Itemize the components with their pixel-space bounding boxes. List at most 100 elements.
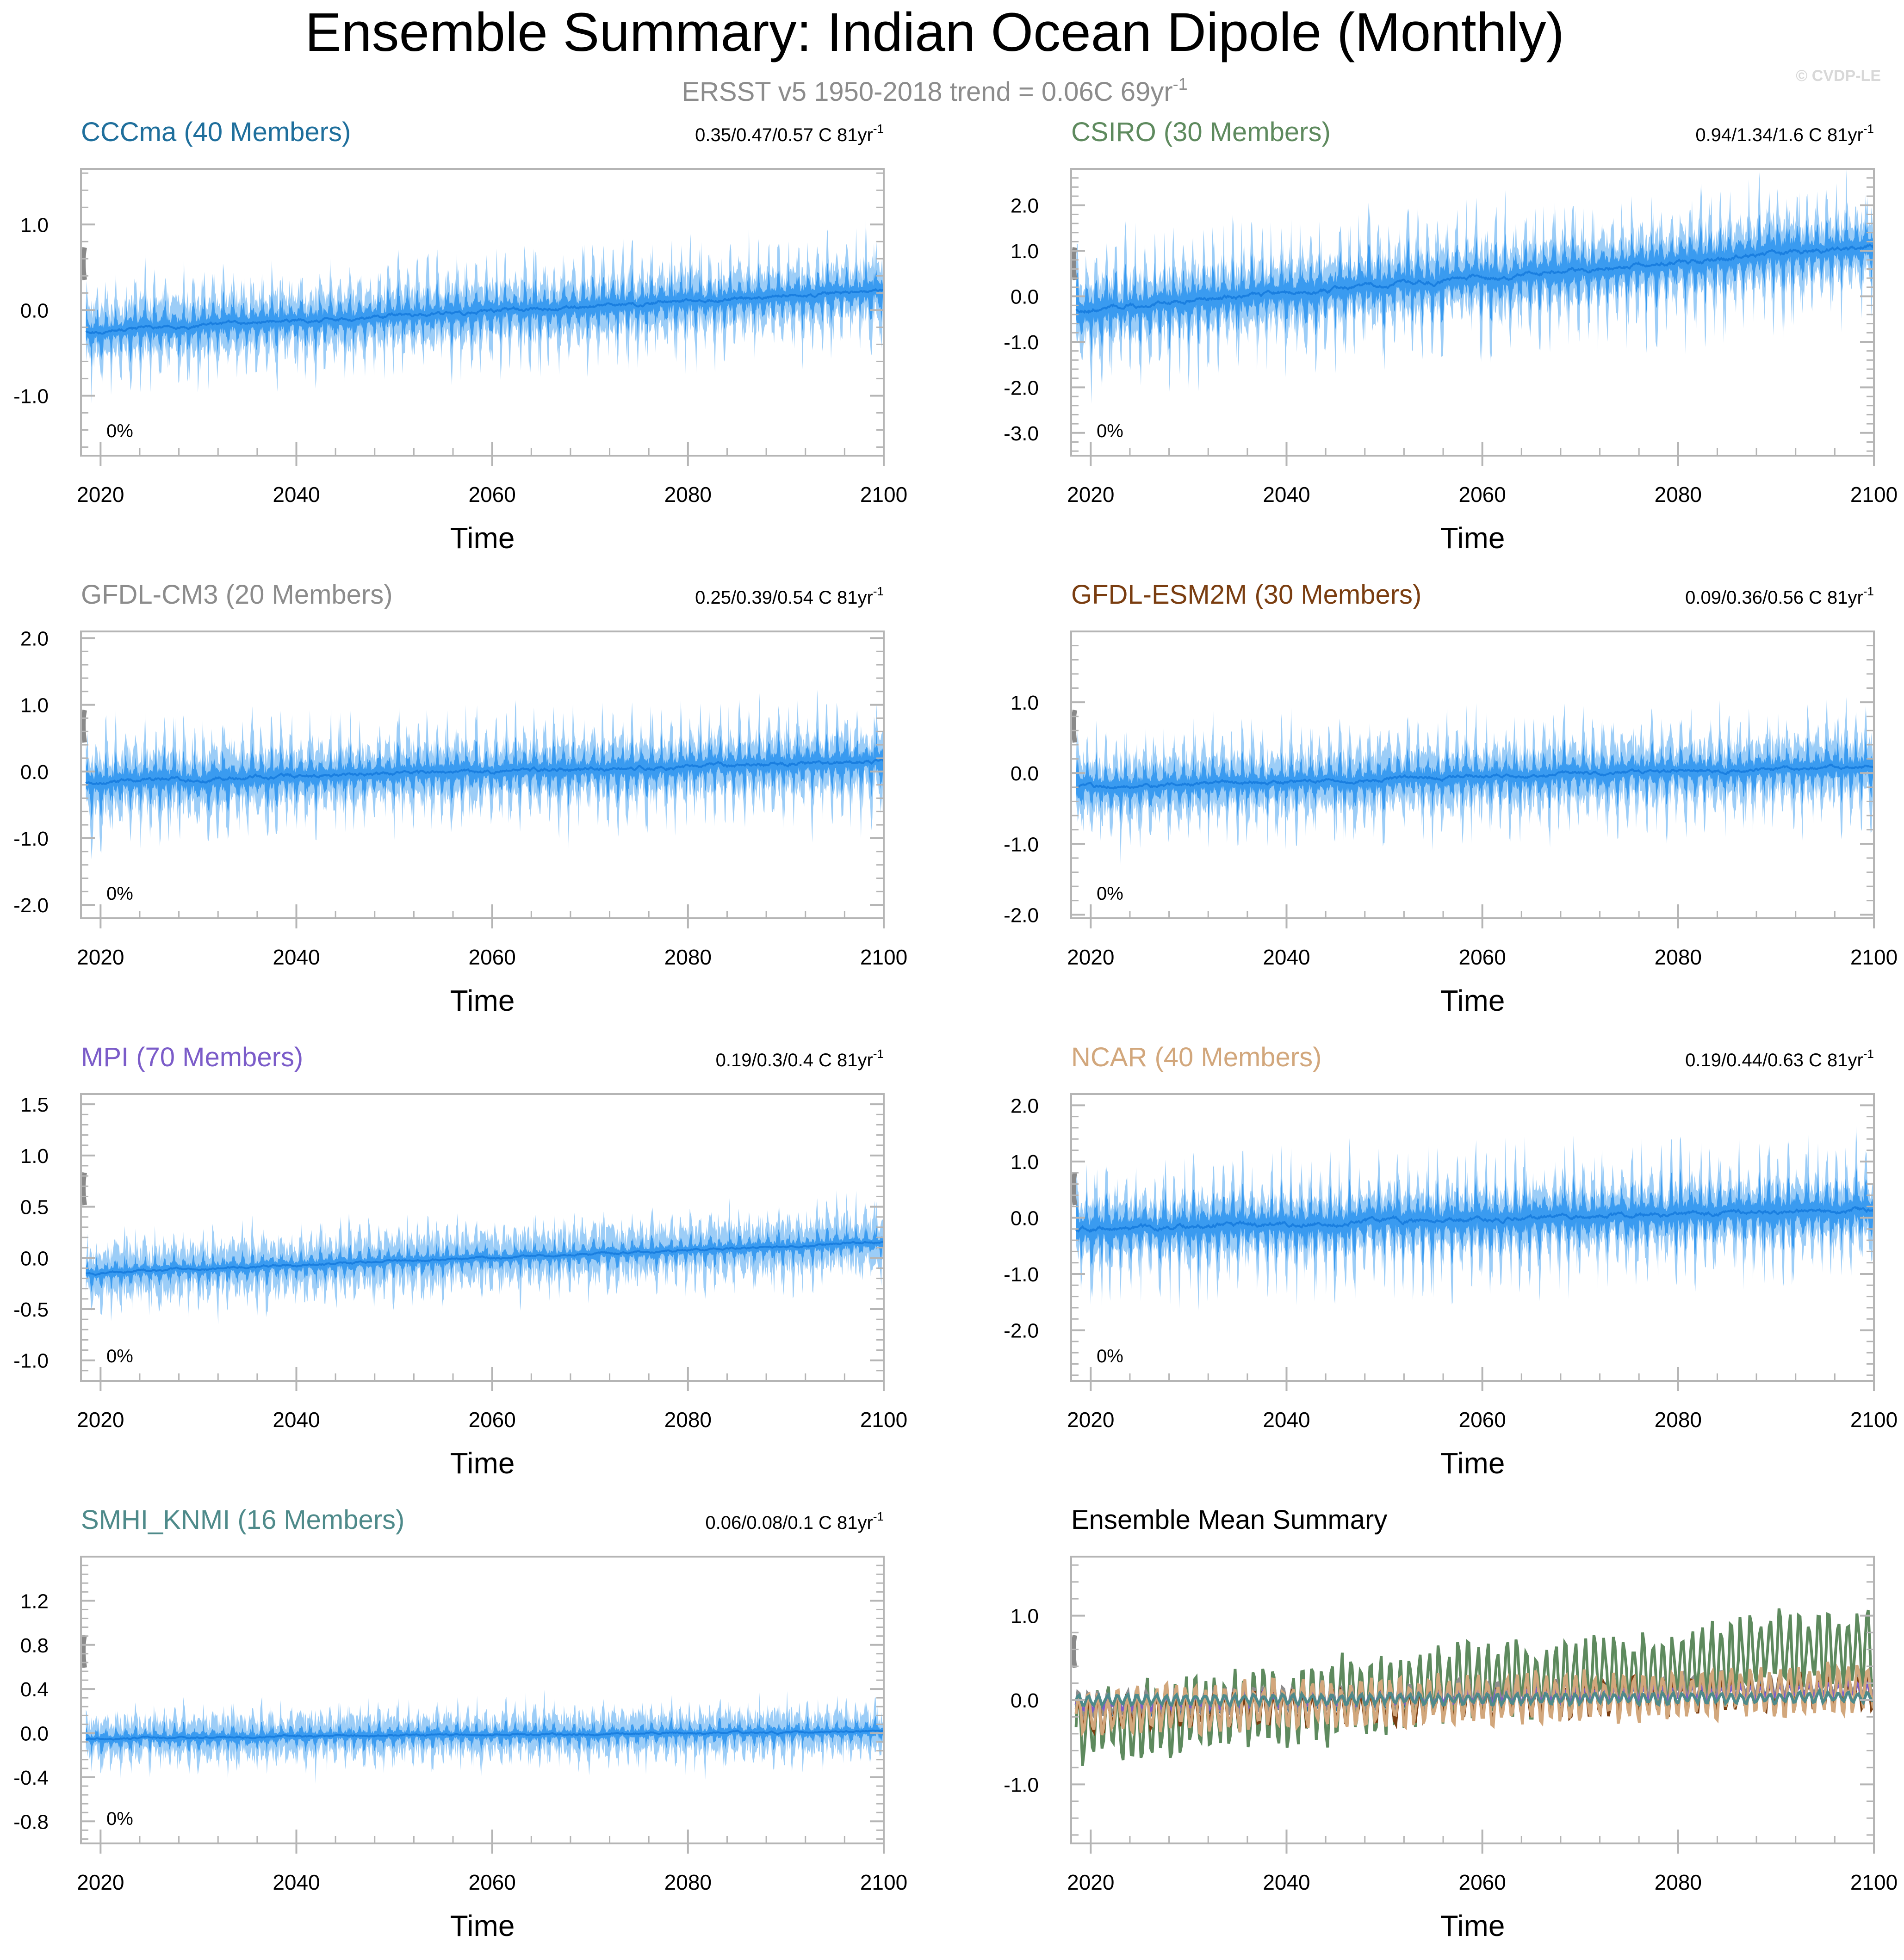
- y-tick-label: 1.0: [20, 1145, 49, 1168]
- panel-trend-main: 0.19/0.44/0.63 C 81yr: [1685, 1050, 1863, 1070]
- y-tick-label: -3.0: [1004, 422, 1039, 445]
- y-tick-label: 0.5: [20, 1196, 49, 1219]
- observed-marker: [1071, 1635, 1077, 1668]
- y-tick-label: 2.0: [1011, 1094, 1039, 1117]
- y-tick-label: -1.0: [13, 828, 49, 850]
- x-tick-label: 2060: [1458, 1870, 1506, 1894]
- x-tick-label: 2040: [273, 945, 320, 969]
- x-axis-label: Time: [450, 1909, 515, 1942]
- x-tick-label: 2080: [664, 1408, 712, 1432]
- panel-trend-main: 0.19/0.3/0.4 C 81yr: [716, 1050, 873, 1070]
- x-tick-label: 2040: [273, 482, 320, 507]
- panel-title: CCCma (40 Members): [81, 117, 351, 147]
- x-tick-label: 2080: [1655, 945, 1702, 969]
- plot-frame: [80, 1556, 885, 1844]
- series-line-smhi-knmi: [1074, 1687, 1874, 1710]
- x-tick-label: 2060: [1458, 945, 1506, 969]
- panel-trend-sup: -1: [1863, 122, 1874, 136]
- panel-title: GFDL-CM3 (20 Members): [81, 580, 393, 610]
- panel-title: Ensemble Mean Summary: [1071, 1505, 1387, 1535]
- panel-title: GFDL-ESM2M (30 Members): [1071, 580, 1421, 610]
- x-tick-label: 2020: [77, 945, 124, 969]
- x-tick-label: 2040: [1263, 482, 1310, 507]
- y-tick-label: 0.0: [20, 1723, 49, 1745]
- y-tick-label: 0.0: [1011, 1689, 1039, 1712]
- figure-title: Ensemble Summary: Indian Ocean Dipole (M…: [305, 2, 1564, 63]
- x-tick-label: 2060: [1458, 482, 1506, 507]
- x-tick-label: 2100: [1850, 1870, 1898, 1894]
- y-tick-label: -1.0: [13, 385, 49, 408]
- panel-trend-text: 0.25/0.39/0.54 C 81yr-1: [695, 584, 884, 608]
- y-tick-label: 1.0: [1011, 692, 1039, 714]
- x-tick-label: 2080: [1655, 482, 1702, 507]
- panel-data-group: [1075, 169, 1874, 404]
- x-tick-label: 2020: [1067, 482, 1114, 507]
- x-tick-label: 2040: [273, 1870, 320, 1894]
- panel-data-group: [1075, 695, 1874, 866]
- x-axis-label: Time: [1440, 1909, 1505, 1942]
- panel-data-group: [85, 219, 884, 403]
- y-tick-label: 0.0: [1011, 286, 1039, 309]
- panels-group: CCCma (40 Members) 0.35/0.47/0.57 C 81yr -…: [13, 117, 1898, 1942]
- observed-marker: [81, 710, 87, 743]
- panel-percent-label: 0%: [1097, 421, 1123, 441]
- plot-frame: [80, 631, 885, 919]
- ensemble-range-band: [1076, 169, 1874, 404]
- x-axis-label: Time: [450, 984, 515, 1017]
- ensemble-mean-line: [85, 1729, 884, 1741]
- ensemble-mean-line: [85, 288, 884, 335]
- chart-panel-cccma: CCCma (40 Members) 0.35/0.47/0.57 C 81yr -…: [13, 117, 907, 555]
- panel-trend-text: 0.19/0.44/0.63 C 81yr-1: [1685, 1047, 1874, 1070]
- x-axis-label: Time: [450, 1447, 515, 1480]
- panel-percent-label: 0%: [106, 1346, 133, 1366]
- x-tick-label: 2100: [1850, 1408, 1898, 1432]
- observed-marker: [1071, 710, 1077, 743]
- panel-trend-main: 0.35/0.47/0.57 C 81yr: [695, 125, 873, 145]
- x-tick-label: 2100: [860, 1408, 907, 1432]
- x-tick-label: 2020: [77, 482, 124, 507]
- panel-data-group: [85, 690, 884, 859]
- panel-trend-main: 0.94/1.34/1.6 C 81yr: [1695, 125, 1863, 145]
- x-tick-label: 2060: [468, 482, 515, 507]
- panel-trend-main: 0.09/0.36/0.56 C 81yr: [1685, 587, 1863, 608]
- observed-marker: [81, 1172, 87, 1206]
- x-tick-label: 2100: [860, 482, 907, 507]
- x-tick-label: 2100: [1850, 482, 1898, 507]
- y-tick-label: 1.0: [1011, 1151, 1039, 1174]
- watermark: © CVDP-LE: [1796, 67, 1881, 85]
- figure-subtitle-main: ERSST v5 1950-2018 trend = 0.06C 69yr: [682, 77, 1172, 107]
- y-tick-label: -2.0: [1004, 904, 1039, 927]
- panel-title: SMHI_KNMI (16 Members): [81, 1505, 404, 1535]
- x-axis-label: Time: [450, 521, 515, 555]
- observed-marker: [1071, 247, 1077, 280]
- y-tick-label: 0.8: [20, 1634, 49, 1657]
- x-tick-label: 2080: [1655, 1408, 1702, 1432]
- x-tick-label: 2020: [77, 1408, 124, 1432]
- y-tick-label: 0.0: [20, 299, 49, 322]
- panel-trend-text: 0.19/0.3/0.4 C 81yr-1: [716, 1047, 884, 1070]
- panel-trend-text: 0.94/1.34/1.6 C 81yr-1: [1695, 122, 1874, 145]
- panel-percent-label: 0%: [106, 1809, 133, 1829]
- x-tick-label: 2080: [1655, 1870, 1702, 1894]
- chart-panel-gfdl-esm2m: GFDL-ESM2M (30 Members) 0.09/0.36/0.56 C …: [1004, 580, 1898, 1017]
- y-tick-label: 1.0: [1011, 240, 1039, 263]
- y-tick-label: 1.5: [20, 1094, 49, 1116]
- ensemble-iqr-band: [1076, 1166, 1874, 1274]
- ensemble-mean-line: [1075, 1206, 1874, 1233]
- y-tick-label: 0.0: [20, 761, 49, 784]
- y-tick-label: -0.4: [13, 1767, 49, 1789]
- x-tick-label: 2020: [1067, 945, 1114, 969]
- ensemble-mean-line: [85, 1240, 884, 1276]
- observed-marker: [81, 1635, 87, 1668]
- panel-trend-sup: -1: [873, 1509, 884, 1523]
- chart-panel-smhi-knmi: SMHI_KNMI (16 Members) 0.06/0.08/0.1 C 81…: [13, 1505, 907, 1942]
- panel-trend-sup: -1: [1863, 584, 1874, 598]
- plot-frame: [1070, 631, 1875, 919]
- series-line-ncar: [1074, 1661, 1874, 1737]
- x-tick-label: 2040: [1263, 945, 1310, 969]
- x-tick-label: 2040: [273, 1408, 320, 1432]
- ensemble-mean-line: [85, 758, 884, 785]
- y-tick-label: 0.0: [1011, 762, 1039, 785]
- y-tick-label: -1.0: [1004, 1774, 1039, 1796]
- y-tick-label: 0.4: [20, 1678, 49, 1701]
